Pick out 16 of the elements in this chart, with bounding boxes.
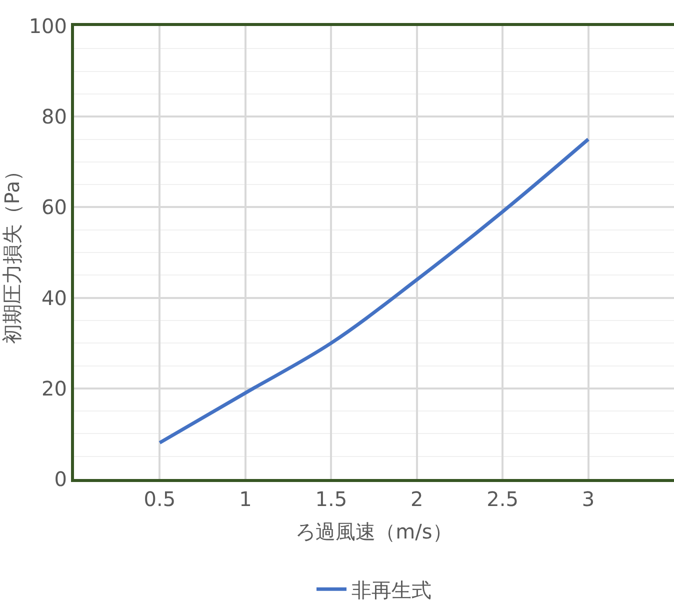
x-tick-label: 2 [410, 487, 424, 511]
y-tick-label: 20 [42, 376, 67, 400]
x-tick-label: 1 [239, 487, 252, 511]
line-series [158, 138, 590, 445]
x-tick-label: 2.5 [486, 487, 518, 511]
x-tick-label: 3 [582, 487, 595, 511]
y-tick-label: 100 [28, 14, 67, 38]
y-tick-label: 80 [42, 104, 67, 129]
x-axis-title: ろ過風速（m/s） [296, 520, 452, 544]
legend-label: 非再生式 [352, 578, 432, 602]
x-tick-label: 1.5 [315, 487, 348, 511]
x-tick-label: 0.5 [144, 487, 176, 511]
y-tick-label: 0 [54, 467, 67, 491]
y-tick-label: 40 [42, 286, 67, 310]
y-axis-title: 初期圧力損失（Pa） [0, 160, 24, 344]
y-tick-label: 60 [42, 195, 67, 220]
